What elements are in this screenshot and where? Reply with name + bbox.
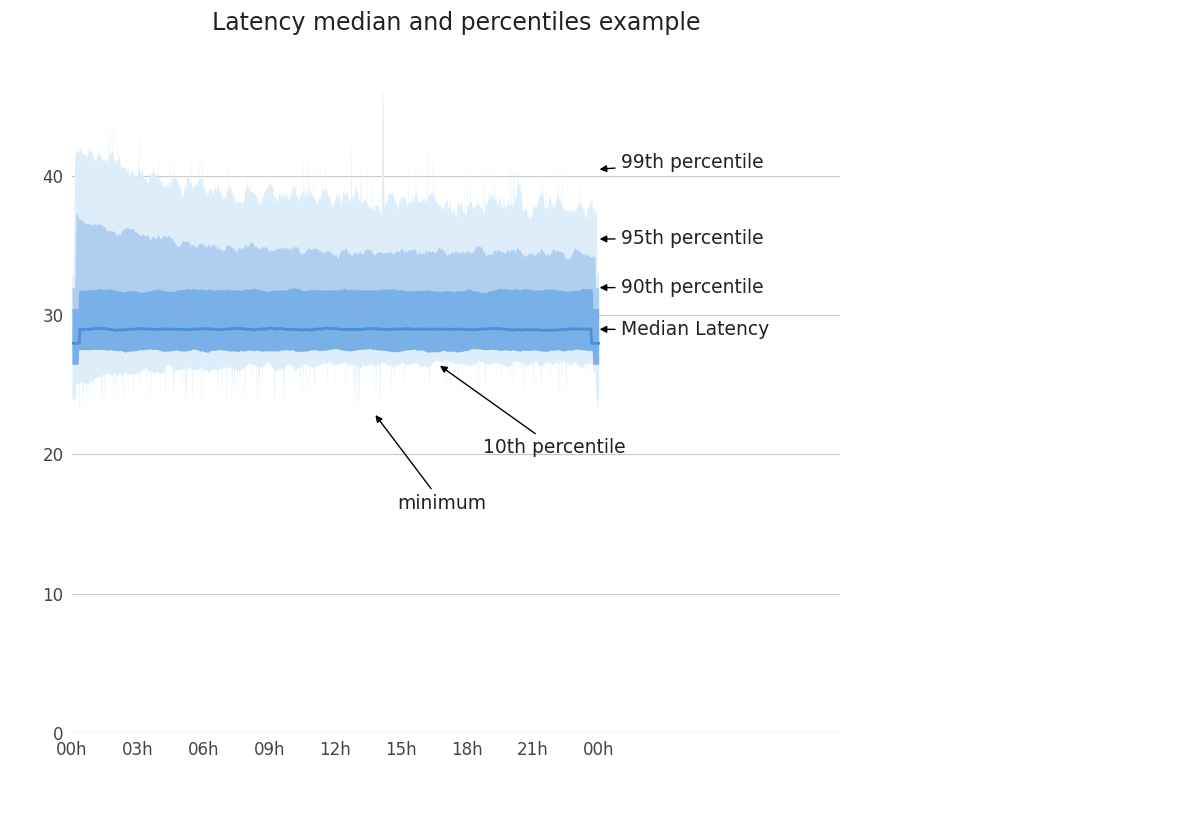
Title: Latency median and percentiles example: Latency median and percentiles example — [211, 11, 701, 35]
Text: 95th percentile: 95th percentile — [601, 230, 763, 248]
Text: 10th percentile: 10th percentile — [442, 366, 626, 457]
Text: 90th percentile: 90th percentile — [601, 278, 763, 297]
Text: minimum: minimum — [377, 416, 487, 513]
Text: 99th percentile: 99th percentile — [601, 153, 763, 172]
Text: Median Latency: Median Latency — [601, 320, 769, 339]
